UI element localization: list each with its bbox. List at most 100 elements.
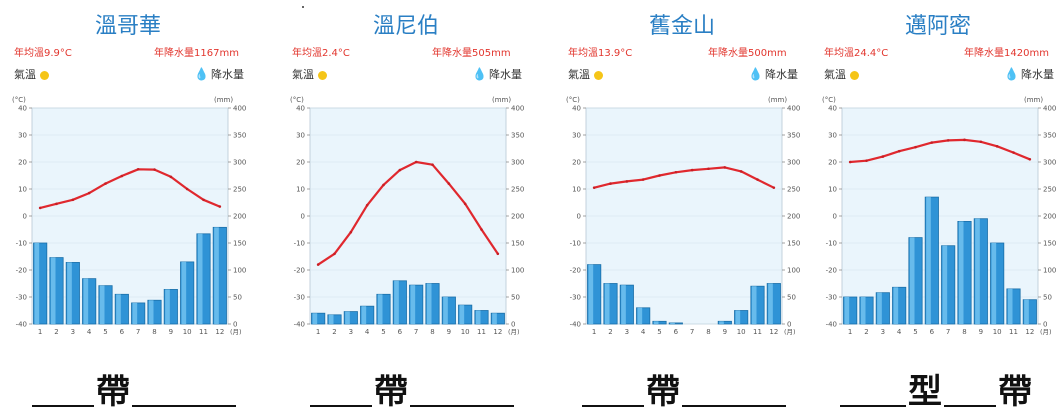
month-tick-label: 7 bbox=[414, 328, 418, 336]
month-tick-label: 1 bbox=[38, 328, 42, 336]
sun-icon bbox=[318, 70, 327, 80]
climate-chart: (°C) (mm)403020100-10-20-30-4040035030025… bbox=[822, 96, 1056, 336]
month-tick-label: 3 bbox=[349, 328, 353, 336]
climate-panel-san-francisco: 舊金山 年均溫13.9°C 年降水量500mm 氣溫 💧 降水量 (°C) (mm)… bbox=[562, 0, 802, 412]
blank-line[interactable] bbox=[410, 405, 514, 407]
city-title: 溫哥華 bbox=[94, 14, 161, 39]
precip-tick-label: 100 bbox=[233, 267, 246, 275]
blank-line[interactable] bbox=[840, 405, 906, 407]
city-title: 溫尼伯 bbox=[372, 14, 439, 39]
blank-line[interactable] bbox=[32, 405, 94, 407]
annual-precip-stat: 年降水量1420mm bbox=[964, 48, 1049, 59]
temp-tick-label: 30 bbox=[296, 132, 305, 140]
month-tick-label: 8 bbox=[706, 328, 710, 336]
temperature-point bbox=[463, 202, 467, 206]
month-tick-label: 1 bbox=[316, 328, 320, 336]
precip-bar-highlight bbox=[588, 264, 594, 324]
month-tick-label: 2 bbox=[608, 328, 612, 336]
temperature-point bbox=[120, 174, 124, 178]
annual-precip-stat: 年降水量1167mm bbox=[154, 48, 239, 59]
blank-line[interactable] bbox=[132, 405, 236, 407]
temperature-point bbox=[398, 168, 402, 172]
precip-bar bbox=[717, 320, 732, 325]
precip-tick-label: 250 bbox=[233, 186, 246, 194]
precip-tick-label: 400 bbox=[787, 105, 800, 113]
precip-bar-highlight bbox=[197, 233, 203, 324]
temperature-point bbox=[609, 182, 612, 185]
temperature-point bbox=[881, 155, 885, 158]
temperature-point bbox=[447, 182, 451, 185]
temperature-point bbox=[848, 160, 852, 164]
temp-tick-label: 10 bbox=[572, 186, 581, 194]
precip-bar-highlight bbox=[165, 289, 170, 324]
precip-bar-highlight bbox=[475, 310, 481, 324]
precip-bar-highlight bbox=[909, 237, 915, 324]
temperature-point bbox=[946, 139, 950, 142]
annual-temp-stat: 年均溫24.4°C bbox=[824, 48, 889, 59]
month-tick-label: 7 bbox=[136, 328, 140, 336]
month-tick-label: 2 bbox=[864, 328, 868, 336]
temperature-point bbox=[772, 186, 776, 189]
precip-bar-highlight bbox=[312, 313, 318, 324]
temperature-point bbox=[87, 191, 91, 195]
month-tick-label: 6 bbox=[398, 328, 403, 336]
month-tick-label: 11 bbox=[1009, 328, 1018, 336]
temp-tick-label: -30 bbox=[570, 294, 581, 302]
blank-line[interactable] bbox=[682, 405, 786, 407]
precip-bar-highlight bbox=[328, 314, 334, 324]
temperature-point bbox=[625, 180, 629, 183]
temp-tick-label: 20 bbox=[296, 159, 305, 167]
precip-bar-highlight bbox=[459, 305, 465, 324]
temperature-point bbox=[316, 263, 320, 266]
precip-bar-highlight bbox=[132, 302, 138, 324]
month-tick-label: 3 bbox=[71, 328, 75, 336]
precip-tick-label: 150 bbox=[511, 240, 524, 248]
month-tick-label: 11 bbox=[753, 328, 762, 336]
temperature-point bbox=[349, 230, 353, 234]
temperature-point bbox=[914, 145, 917, 149]
precip-tick-label: 200 bbox=[787, 213, 800, 221]
precip-bar-highlight bbox=[1024, 299, 1029, 324]
blank-line[interactable] bbox=[310, 405, 372, 407]
climate-chart: (°C) (mm)403020100-10-20-30-4040035030025… bbox=[12, 96, 246, 336]
annual-precip-stat: 年降水量500mm bbox=[708, 48, 787, 59]
temperature-point bbox=[153, 168, 156, 171]
temperature-point bbox=[979, 140, 983, 144]
precip-tick-label: 50 bbox=[233, 294, 242, 302]
temp-tick-label: 0 bbox=[577, 213, 581, 221]
temp-axis-label: 氣溫 bbox=[824, 66, 859, 82]
climate-chart: (°C) (mm)403020100-10-20-30-4040035030025… bbox=[566, 96, 800, 336]
month-tick-label: 11 bbox=[477, 328, 486, 336]
temp-tick-label: -30 bbox=[294, 294, 305, 302]
precip-bar-highlight bbox=[181, 261, 187, 324]
blank-suffix: 帶 bbox=[96, 372, 130, 412]
city-title: 舊金山 bbox=[648, 14, 715, 39]
precip-bar bbox=[490, 312, 505, 325]
temperature-line bbox=[593, 166, 775, 189]
blank-line[interactable] bbox=[582, 405, 644, 407]
month-tick-label: 10 bbox=[461, 328, 470, 336]
precip-tick-label: 350 bbox=[511, 132, 524, 140]
temp-tick-label: 10 bbox=[828, 186, 837, 194]
temp-tick-label: 0 bbox=[23, 213, 27, 221]
temp-axis-label: 氣溫 bbox=[14, 66, 49, 82]
raindrop-icon: 💧 bbox=[748, 67, 763, 81]
precip-tick-label: 0 bbox=[1043, 321, 1047, 329]
temperature-point bbox=[365, 203, 369, 207]
precip-tick-label: 0 bbox=[787, 321, 791, 329]
temp-tick-label: 40 bbox=[296, 105, 305, 113]
temp-tick-label: 30 bbox=[828, 132, 837, 140]
temp-tick-label: -40 bbox=[570, 321, 581, 329]
precip-bar-highlight bbox=[443, 297, 448, 324]
blank-line[interactable] bbox=[944, 405, 996, 407]
precip-bar-highlight bbox=[860, 297, 866, 324]
month-tick-label: 12 bbox=[1025, 328, 1034, 336]
precip-bar-highlight bbox=[361, 306, 367, 324]
precip-bar-highlight bbox=[50, 257, 56, 324]
month-tick-label: 10 bbox=[993, 328, 1002, 336]
temp-axis-label: 氣溫 bbox=[568, 66, 603, 82]
temp-tick-label: -30 bbox=[826, 294, 837, 302]
temperature-point bbox=[995, 145, 999, 148]
month-tick-label: 3 bbox=[881, 328, 885, 336]
temp-tick-label: 30 bbox=[572, 132, 581, 140]
